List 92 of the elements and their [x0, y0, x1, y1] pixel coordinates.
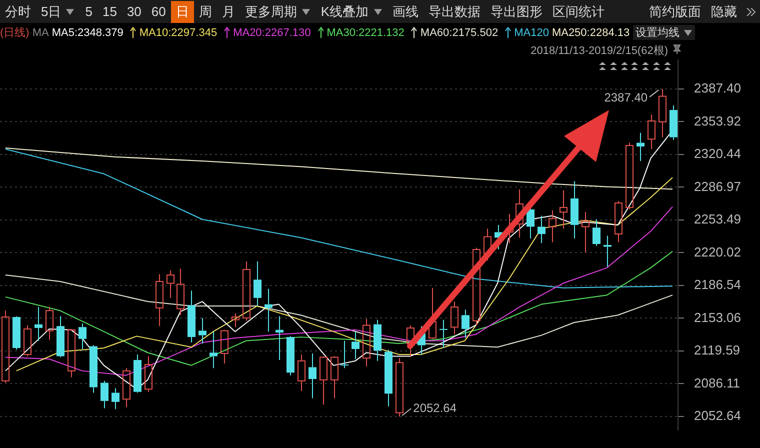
y-tick-label: 2119.59	[694, 342, 740, 358]
candlestick	[570, 180, 578, 240]
candlestick	[210, 331, 218, 369]
candlestick	[658, 88, 666, 138]
candlestick	[308, 353, 316, 399]
text: (日线)	[0, 26, 30, 40]
text: 月	[220, 2, 236, 20]
candlestick	[276, 316, 284, 360]
legend-label: MA20:2267.130	[233, 26, 311, 38]
candlestick	[2, 310, 10, 384]
candlestick	[78, 322, 86, 350]
y-tick-label: 2353.92	[694, 113, 741, 128]
candlestick	[298, 354, 306, 392]
candlestick	[264, 288, 272, 332]
text: MA250:2284.13	[552, 26, 630, 38]
candlestick	[112, 388, 120, 410]
text: 5日	[40, 2, 62, 20]
candlestick	[220, 329, 228, 364]
candlestick	[340, 340, 348, 369]
text: K线叠加	[320, 2, 370, 20]
candlestick	[232, 312, 240, 328]
candlestick	[362, 318, 370, 367]
candlestick	[592, 218, 600, 246]
candlestick	[320, 356, 328, 406]
y-tick-label: 2387.40	[694, 80, 741, 96]
text: 30	[126, 3, 142, 21]
text: 设置均线	[632, 25, 695, 40]
candlestick	[198, 317, 206, 344]
candlestick	[636, 132, 644, 162]
candlestick	[352, 331, 360, 360]
annotation: 2052.64	[413, 400, 457, 415]
y-tick-label: 2186.54	[694, 277, 741, 292]
text: 5	[84, 3, 94, 21]
text: 更多周期	[244, 2, 298, 20]
text: 2018/11/13-2019/2/15(62根)	[530, 44, 668, 58]
candlestick	[134, 354, 142, 394]
candlestick	[450, 301, 458, 335]
candlestick	[34, 306, 42, 342]
legend-label: MA60:2175.502	[420, 26, 498, 38]
text: 60	[150, 3, 167, 21]
y-tick-label: 2086.11	[694, 375, 740, 390]
text: 画线	[392, 2, 420, 20]
candlestick	[286, 336, 294, 376]
candlestick	[548, 210, 556, 243]
text: 隐藏	[710, 2, 738, 20]
y-tick-label: 2253.49	[694, 212, 741, 227]
text: MA5:2348.379	[52, 26, 124, 38]
text: 导出图形	[490, 2, 544, 20]
text: 区间统计	[552, 2, 606, 20]
annotation: 2387.40	[604, 90, 648, 104]
text: 简约版面	[648, 2, 702, 20]
candlestick	[242, 260, 250, 322]
candlestick	[122, 368, 130, 408]
candlestick	[156, 274, 164, 327]
legend-label: MA120	[514, 26, 549, 38]
candlestick	[670, 104, 678, 141]
candlestick	[176, 268, 184, 316]
candlestick	[46, 306, 54, 340]
y-tick-label: 2052.64	[694, 408, 741, 424]
y-tick-label: 2153.06	[694, 310, 741, 325]
candlestick	[384, 349, 392, 407]
candlestick	[604, 235, 612, 268]
candlestick	[90, 344, 98, 394]
candlestick	[254, 260, 262, 307]
candlestick	[12, 317, 20, 350]
y-tick-label: 2286.97	[694, 178, 741, 194]
candlestick	[144, 356, 152, 392]
text: 分时	[4, 2, 32, 20]
candlestick	[440, 319, 448, 349]
candlestick	[462, 309, 470, 339]
text: 周	[198, 2, 213, 20]
y-tick-label: 2320.44	[694, 146, 741, 162]
candlestick	[188, 290, 196, 344]
candlestick	[560, 190, 568, 230]
text: 15	[101, 3, 118, 21]
legend-label: MA30:2221.132	[326, 26, 404, 38]
text: 导出数据	[428, 2, 482, 20]
candlestick	[526, 206, 534, 240]
candlestick	[100, 380, 108, 409]
candlestick	[330, 356, 338, 399]
legend-label: MA10:2297.345	[139, 26, 218, 38]
candlestick	[538, 215, 546, 244]
text: 日	[170, 0, 194, 22]
candlestick	[68, 328, 76, 378]
candlestick	[374, 319, 382, 362]
text: MA	[32, 26, 49, 38]
candlestick	[648, 114, 656, 150]
candlestick	[56, 316, 64, 358]
candlestick	[582, 212, 590, 253]
y-tick-label: 2220.02	[694, 244, 741, 260]
candlestick	[166, 270, 174, 298]
candlestick	[614, 200, 622, 243]
